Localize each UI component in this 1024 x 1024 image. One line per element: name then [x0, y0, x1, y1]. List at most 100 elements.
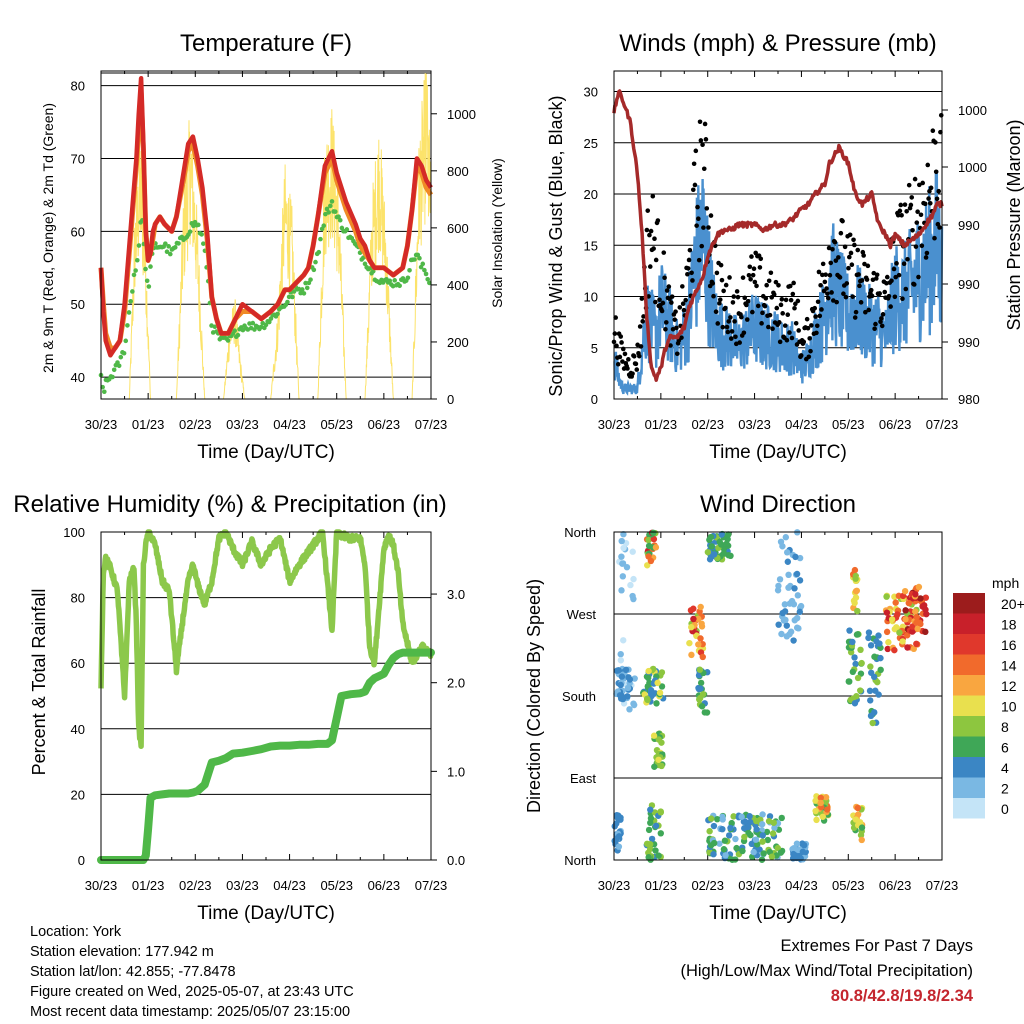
gust-point	[849, 262, 855, 268]
x-tick-label: 05/23	[320, 417, 353, 432]
x-tick-label: 05/23	[832, 878, 865, 893]
gust-point	[930, 128, 936, 134]
direction-point	[760, 850, 767, 857]
y-axis-label: 2m & 9m T (Red, Orange) & 2m Td (Green)	[40, 103, 56, 373]
legend-label: 0	[1001, 801, 1009, 817]
x-tick-label: 05/23	[320, 878, 353, 893]
gust-point	[784, 337, 790, 343]
gust-point	[926, 196, 931, 201]
x-tick-label: 02/23	[691, 417, 724, 432]
gust-point	[663, 320, 669, 325]
gust-point	[742, 295, 748, 301]
dewpoint-point	[146, 284, 152, 289]
dewpoint-point	[407, 268, 412, 273]
gust-point	[708, 213, 714, 218]
gust-point	[859, 278, 865, 283]
direction-point	[716, 538, 723, 546]
gust-point	[795, 298, 801, 304]
gust-point	[789, 335, 795, 341]
gust-point	[613, 315, 618, 320]
direction-point	[912, 608, 919, 615]
gust-point	[755, 303, 761, 309]
gust-point	[764, 282, 769, 288]
direction-point	[739, 847, 746, 855]
direction-point	[771, 824, 778, 832]
gust-point	[767, 312, 773, 318]
gust-point	[920, 180, 925, 186]
x-tick-label: 07/23	[926, 878, 959, 893]
direction-point	[618, 587, 625, 594]
gust-point	[896, 272, 902, 278]
gust-point	[862, 261, 867, 267]
dewpoint-point	[131, 272, 137, 278]
direction-point	[852, 660, 859, 668]
direction-point	[750, 848, 757, 856]
direction-point	[619, 573, 627, 580]
gust-point	[917, 182, 922, 188]
gust-point	[778, 302, 784, 308]
dewpoint-point	[301, 291, 307, 296]
y-tick-label: 30	[584, 85, 598, 100]
y-tick-label: 40	[71, 722, 85, 737]
gust-point	[726, 319, 732, 324]
direction-point	[846, 627, 853, 634]
gust-point	[630, 371, 635, 376]
x-tick-label: 06/23	[879, 417, 912, 432]
x-axis-label: Time (Day/UTC)	[709, 442, 847, 463]
direction-point	[746, 813, 753, 820]
direction-point	[756, 846, 763, 853]
gust-point	[637, 353, 642, 359]
gust-point	[646, 294, 651, 299]
direction-point	[618, 673, 626, 680]
gust-point	[652, 236, 657, 242]
gust-point	[653, 299, 658, 305]
x-tick-label: 07/23	[415, 417, 448, 432]
dewpoint-point	[328, 203, 333, 209]
gust-point	[734, 289, 740, 294]
gust-point	[680, 284, 685, 289]
direction-point	[784, 558, 792, 565]
gust-point	[914, 220, 920, 225]
direction-point	[625, 674, 632, 681]
x-tick-label: 02/23	[179, 878, 212, 893]
gust-point	[858, 300, 864, 305]
direction-point	[732, 835, 739, 843]
direction-point	[688, 651, 695, 659]
gust-point	[750, 272, 756, 278]
dewpoint-point	[172, 245, 178, 250]
direction-point	[618, 537, 625, 545]
gust-point	[818, 282, 823, 288]
direction-point	[718, 531, 725, 538]
direction-point	[884, 645, 891, 653]
legend-swatch	[953, 695, 985, 716]
gust-point	[842, 244, 848, 250]
gust-point	[912, 176, 918, 182]
direction-point	[613, 667, 621, 674]
gust-point	[640, 319, 645, 324]
direction-point	[645, 536, 652, 544]
panel-2: Winds (mph) & Pressure (mb) 30/23 01/23 02/…	[546, 30, 1024, 463]
dewpoint-point	[326, 210, 332, 215]
direction-point	[658, 762, 665, 770]
gust-point	[612, 331, 618, 336]
direction-point	[819, 813, 827, 820]
direction-point	[704, 548, 712, 556]
gust-point	[618, 334, 624, 339]
direction-point	[867, 642, 875, 649]
direction-point	[719, 816, 726, 823]
gust-point	[913, 244, 919, 249]
gust-point	[685, 266, 691, 271]
gust-point	[759, 321, 764, 326]
direction-point	[657, 808, 664, 815]
gust-point	[685, 271, 690, 277]
y-axis-label: Sonic/Prop Wind & Gust (Blue, Black)	[546, 95, 566, 396]
direction-point	[791, 585, 798, 592]
wind-line	[613, 170, 944, 396]
direction-point	[883, 593, 890, 600]
gust-point	[824, 286, 829, 291]
direction-point	[871, 653, 878, 660]
gust-point	[787, 330, 792, 335]
direction-point	[899, 638, 906, 645]
direction-point	[812, 797, 819, 804]
gust-point	[919, 243, 925, 249]
